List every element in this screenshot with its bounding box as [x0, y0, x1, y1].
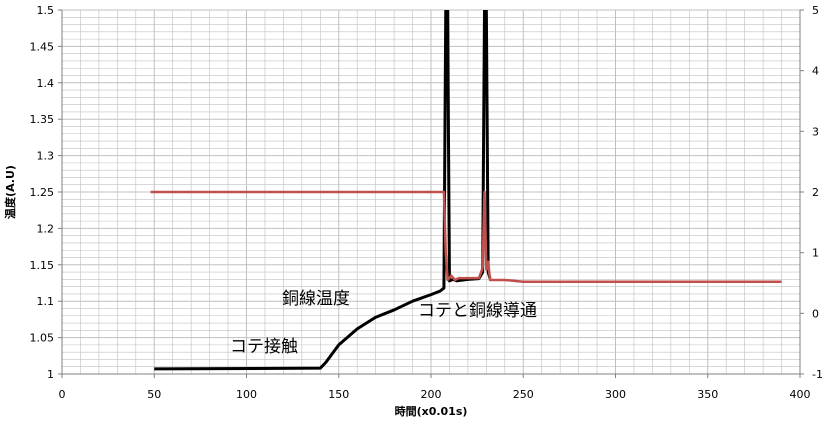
y-tick-label: 1 [47, 368, 54, 381]
y-tick-label: 1.05 [30, 332, 55, 345]
x-tick-label: 300 [605, 388, 626, 401]
x-tick-label: 200 [421, 388, 442, 401]
y-axis-left-ticks: 1 1.05 1.1 1.15 1.2 1.25 1.3 1.35 1.4 1.45 1.5 [30, 4, 62, 381]
y-tick-label: 1.4 [37, 77, 55, 90]
x-tick-label: 150 [328, 388, 349, 401]
annotation-iron-copper-conduction: コテと銅線導通 [418, 301, 537, 321]
x-tick-label: 100 [236, 388, 257, 401]
y2-tick-label: 2 [812, 186, 819, 199]
x-axis-ticks: 0 50 100 150 200 250 300 350 400 [59, 374, 811, 401]
annotation-iron-contact: コテ接触 [230, 337, 298, 357]
y2-tick-label: 4 [812, 65, 819, 78]
series-line-conduction [150, 190, 782, 284]
y-tick-label: 1.5 [37, 4, 55, 17]
annotation-copper-temp: 銅線温度 [282, 289, 350, 309]
y-tick-label: 1.15 [30, 259, 55, 272]
x-tick-label: 0 [59, 388, 66, 401]
y-tick-label: 1.2 [37, 222, 55, 235]
y-axis-right-ticks: -1 0 1 2 3 4 5 [800, 4, 823, 381]
y-tick-label: 1.45 [30, 40, 55, 53]
y-tick-label: 1.35 [30, 113, 55, 126]
x-tick-label: 400 [790, 388, 811, 401]
y-tick-label: 1.3 [37, 150, 55, 163]
y2-tick-label: 1 [812, 247, 819, 260]
x-tick-label: 50 [147, 388, 161, 401]
x-axis-title: 時間(x0.01s) [395, 404, 468, 418]
x-tick-label: 250 [513, 388, 534, 401]
x-tick-label: 350 [697, 388, 718, 401]
y2-tick-label: 0 [812, 307, 819, 320]
y2-tick-label: -1 [812, 368, 823, 381]
series-line-temperature [154, 10, 492, 371]
y-tick-label: 1.25 [30, 186, 55, 199]
y-tick-label: 1.1 [37, 295, 55, 308]
y2-tick-label: 5 [812, 4, 819, 17]
y2-tick-label: 3 [812, 125, 819, 138]
y-axis-title: 温度(A.U) [3, 165, 17, 219]
series-layer [150, 10, 782, 371]
